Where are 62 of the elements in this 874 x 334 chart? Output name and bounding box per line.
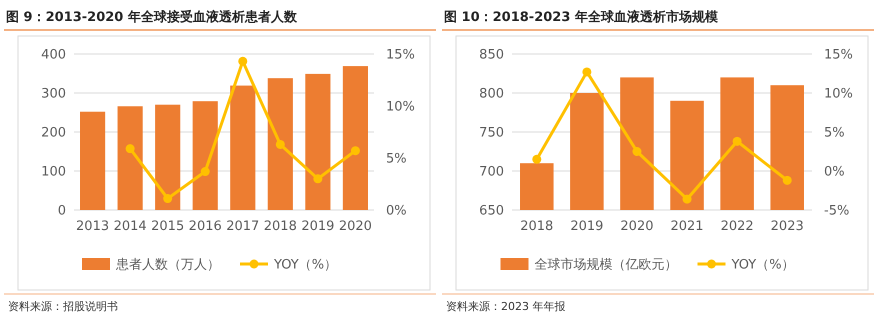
point [276, 140, 285, 149]
bar [230, 86, 256, 210]
bar [305, 74, 330, 210]
bar [118, 106, 143, 210]
y2-tick-label: 5% [386, 152, 407, 167]
point [238, 56, 248, 66]
y2-tick-label: 0% [386, 204, 407, 219]
legend-label: YOY（%） [273, 258, 338, 273]
bar [268, 78, 293, 210]
x-tick-label: 2016 [188, 219, 222, 234]
y-tick-label: 700 [479, 164, 504, 180]
y-tick-label: 100 [41, 164, 66, 180]
x-tick-label: 2020 [620, 219, 654, 234]
bar [192, 101, 218, 210]
y-tick-label: 400 [41, 48, 66, 63]
x-tick-label: 2022 [720, 219, 754, 234]
point [632, 147, 642, 156]
point [126, 144, 135, 154]
point [163, 194, 172, 204]
x-tick-label: 2019 [570, 219, 604, 234]
legend-label: 患者人数（万人） [115, 258, 220, 273]
y2-tick-label: 5% [824, 126, 845, 141]
text: 资料来源：2023 年年报 [446, 300, 566, 313]
point [782, 176, 792, 185]
chart-title: 图 9：2013-2020 年全球接受血液透析患者人数 [6, 9, 298, 25]
x-tick-label: 2023 [770, 219, 804, 234]
point [732, 136, 742, 146]
y2-tick-label: -5% [824, 204, 850, 219]
point [350, 146, 360, 156]
text: 资料来源：招股说明书 [8, 300, 118, 313]
legend-label: YOY（%） [730, 258, 795, 273]
point [532, 154, 542, 164]
y2-tick-label: 10% [824, 86, 853, 102]
x-tick-label: 2013 [76, 219, 110, 234]
y2-tick-label: 10% [386, 100, 415, 115]
y-tick-label: 650 [479, 204, 504, 219]
point [313, 174, 322, 184]
x-tick-label: 2015 [151, 219, 184, 234]
y2-tick-label: 0% [824, 164, 845, 180]
x-tick-label: 2019 [301, 219, 334, 234]
y-tick-label: 750 [479, 126, 504, 141]
y-tick-label: 800 [479, 86, 504, 102]
y-tick-label: 200 [41, 126, 66, 141]
y2-tick-label: 15% [824, 48, 853, 63]
point [682, 194, 692, 204]
y-tick-label: 850 [479, 48, 504, 63]
point [200, 167, 210, 176]
x-tick-label: 2014 [114, 219, 147, 234]
x-tick-label: 2018 [264, 219, 297, 234]
x-tick-label: 2020 [338, 219, 372, 234]
y-tick-label: 300 [41, 86, 66, 102]
y-tick-label: 0 [58, 204, 66, 219]
bar [155, 104, 180, 210]
x-tick-label: 2017 [226, 219, 260, 234]
x-tick-label: 2021 [670, 219, 704, 234]
bar [342, 66, 368, 210]
chart-title: 图 10：2018-2023 年全球血液透析市场规模 [444, 9, 718, 25]
y2-tick-label: 15% [386, 48, 415, 63]
x-tick-label: 2018 [520, 219, 554, 234]
bar [80, 112, 106, 210]
point [582, 67, 592, 76]
legend-label: 全球市场规模（亿欧元） [534, 258, 678, 273]
